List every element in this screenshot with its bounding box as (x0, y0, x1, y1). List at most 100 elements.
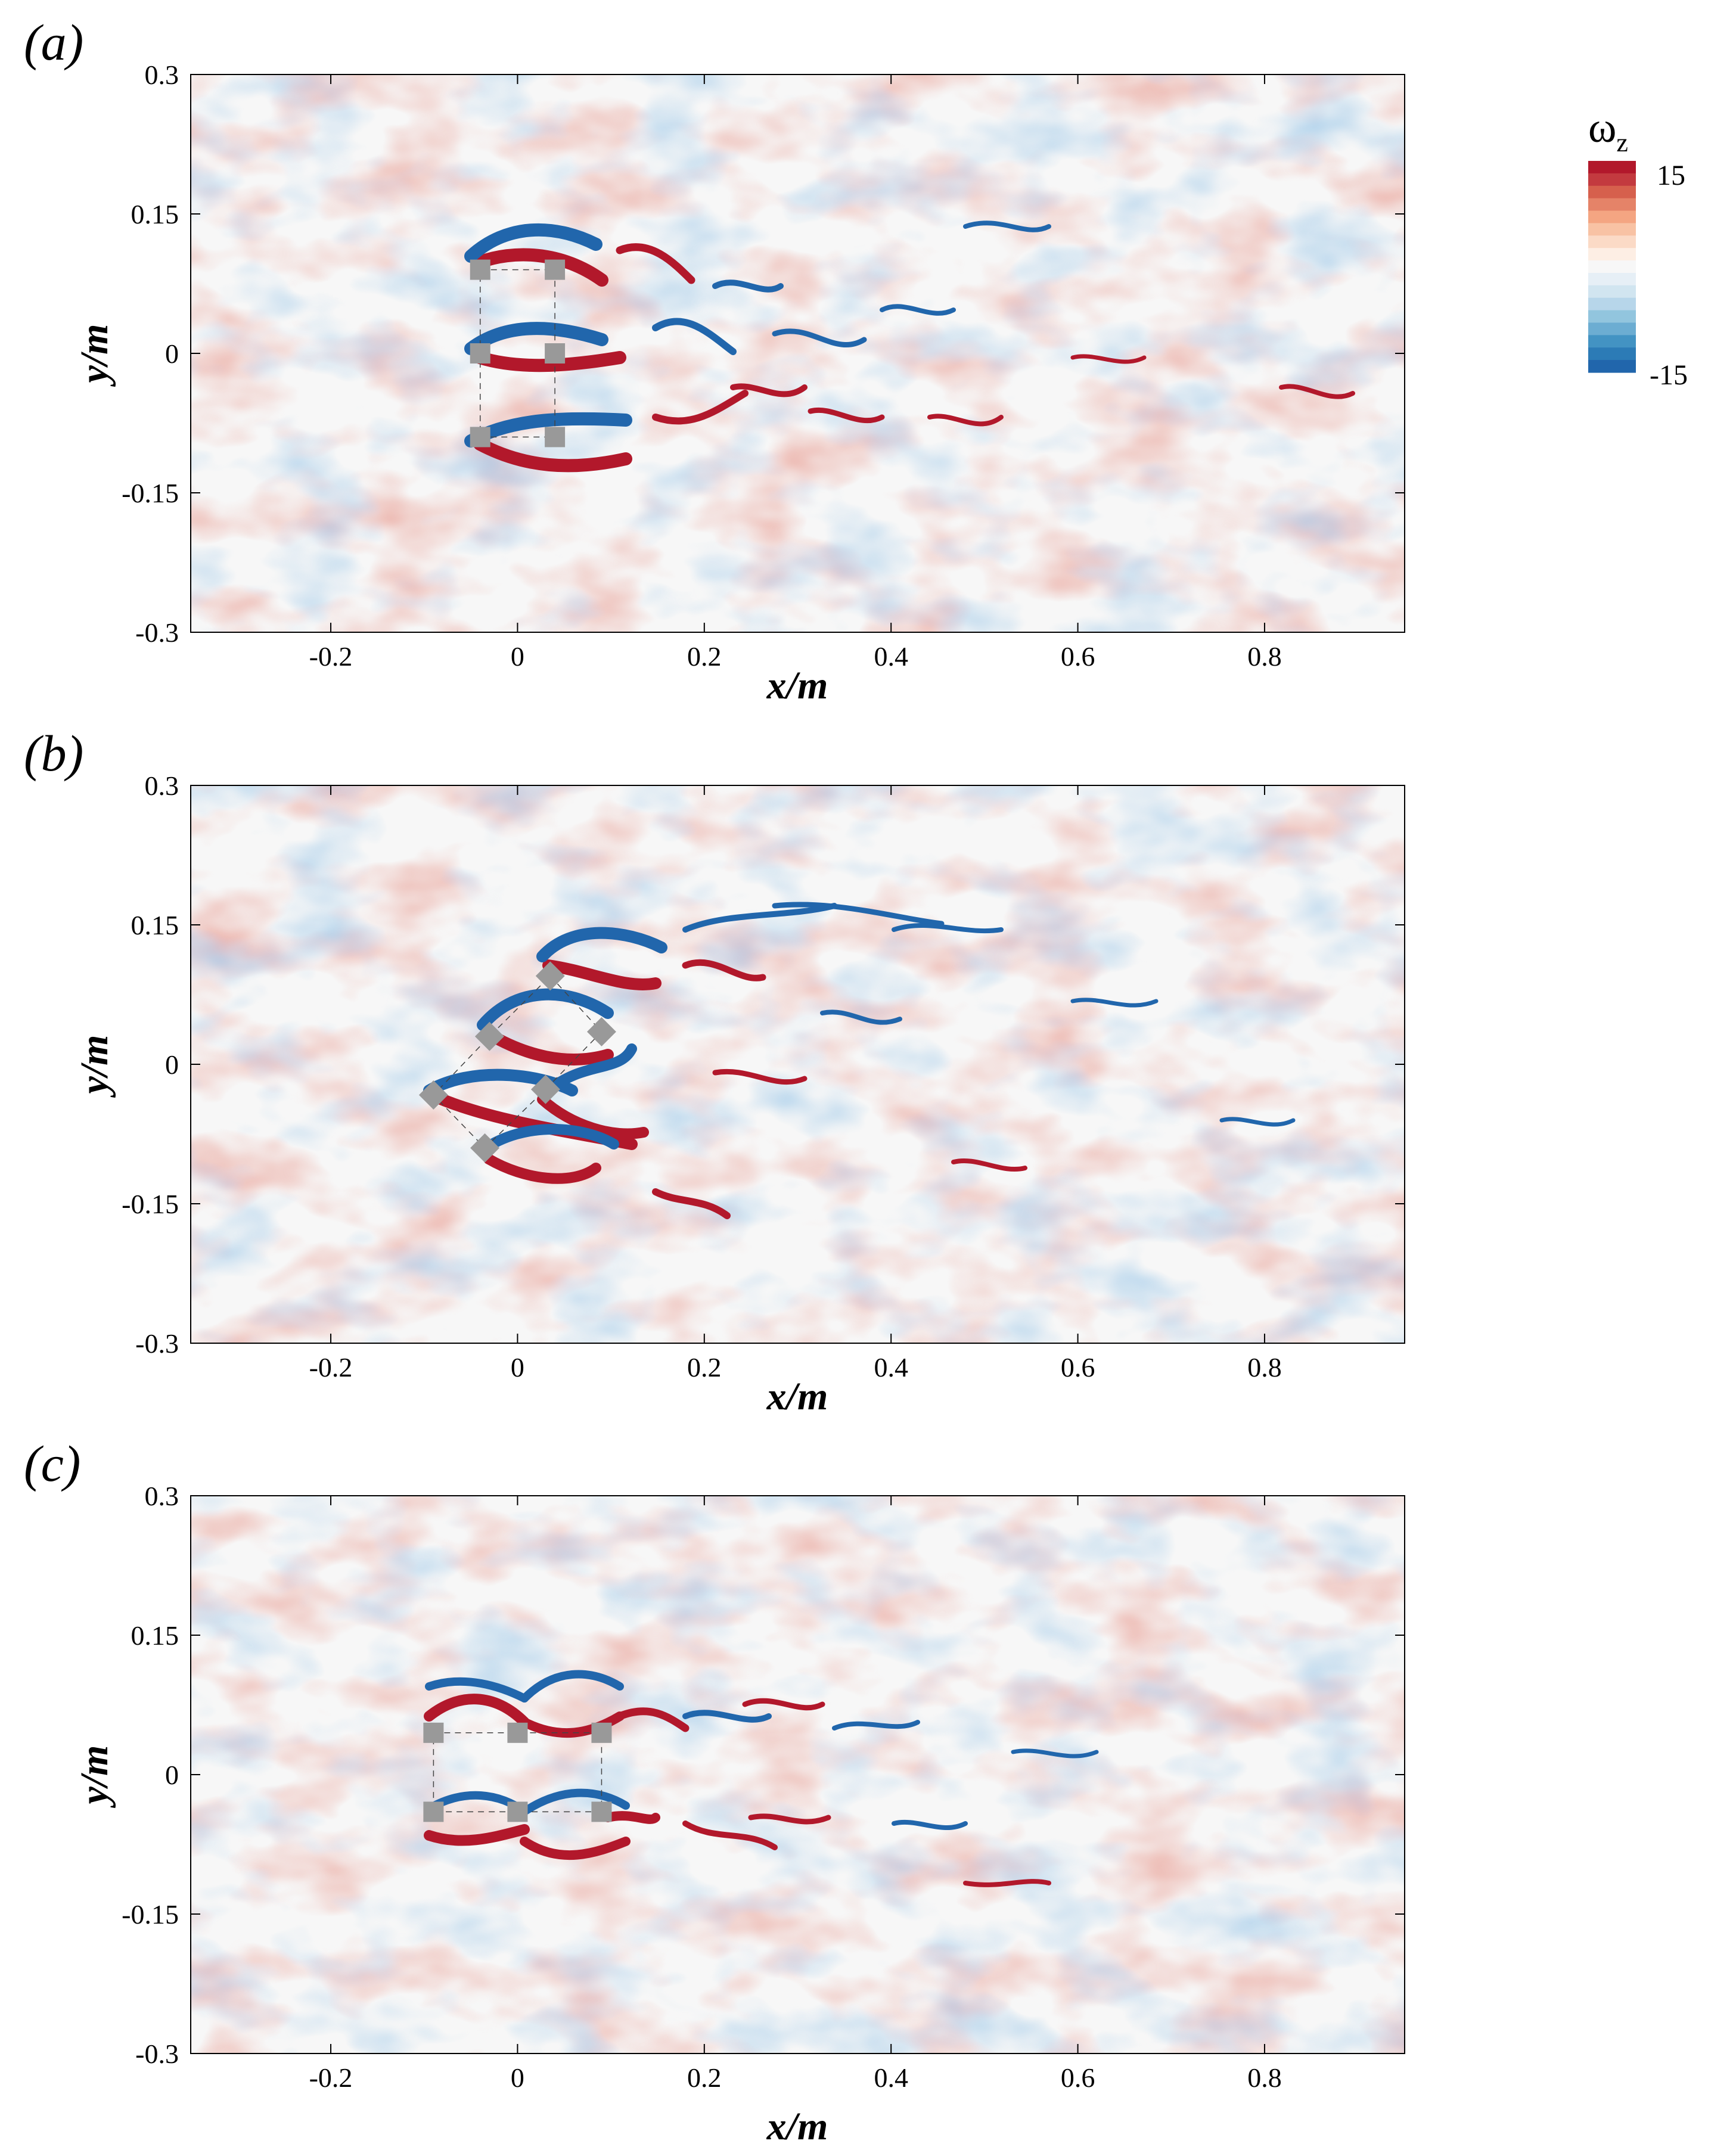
x-tick-label: 0.4 (874, 1352, 908, 1383)
panel-c-cylinders (423, 1722, 612, 1822)
colorbar-swatch (1588, 185, 1636, 199)
panel-b-cylinders (418, 961, 616, 1163)
colorbar-swatch (1588, 272, 1636, 286)
y-tick-label: 0.3 (145, 60, 179, 90)
x-tick-label: 0.2 (687, 641, 722, 672)
colorbar-swatch (1588, 335, 1636, 348)
cylinder (470, 343, 490, 364)
colorbar-swatch (1588, 198, 1636, 212)
panel-c-ylabel: y/m (73, 1745, 116, 1809)
y-tick-label: -0.3 (135, 617, 179, 648)
colorbar-swatch (1588, 210, 1636, 224)
colorbar-swatch (1588, 360, 1636, 373)
panel-a-ylabel: y/m (73, 324, 116, 387)
x-tick-label: -0.2 (309, 1352, 353, 1383)
panel-b-vorticity-field (191, 785, 1405, 1343)
panel-c-letter: (c) (24, 1435, 80, 1492)
x-tick-label: -0.2 (309, 641, 353, 672)
panel-c-xlabel: x/m (766, 2105, 828, 2148)
panel-b: (b) (24, 725, 1405, 1418)
x-tick-label: 0.2 (687, 2062, 722, 2093)
colorbar-swatch (1588, 310, 1636, 324)
colorbar-min-label: -15 (1650, 359, 1688, 391)
x-tick-label: 0.6 (1061, 2062, 1095, 2093)
cylinder (418, 1080, 448, 1110)
cylinder (591, 1722, 612, 1743)
panel-c-vorticity-field (191, 1496, 1405, 2054)
panel-b-letter: (b) (24, 725, 83, 782)
colorbar-swatch (1588, 235, 1636, 248)
panel-c: (c) (24, 1435, 1405, 2148)
x-tick-label: 0.2 (687, 1352, 722, 1383)
colorbar-swatch (1588, 223, 1636, 236)
x-tick-label: 0.6 (1061, 1352, 1095, 1383)
panel-a-axes: -0.2 0 0.2 0.4 0.6 0.8 0.3 0.15 0 -0.15 -0.3 (122, 60, 1405, 672)
cylinder (470, 259, 490, 280)
cylinder (507, 1801, 528, 1822)
x-tick-label: 0 (511, 2062, 524, 2093)
panel-b-xlabel: x/m (766, 1375, 828, 1418)
y-tick-label: -0.15 (122, 478, 179, 508)
x-tick-label: 0.8 (1247, 1352, 1282, 1383)
panel-b-wake-structures (423, 902, 1296, 1219)
panel-a-cylinders (470, 259, 566, 448)
y-tick-label: 0.15 (131, 199, 179, 229)
x-tick-label: 0.8 (1247, 2062, 1282, 2093)
y-tick-label: 0 (165, 1760, 179, 1790)
colorbar-swatch (1588, 322, 1636, 335)
colorbar-swatch (1588, 297, 1636, 311)
y-tick-label: -0.15 (122, 1189, 179, 1219)
y-tick-label: 0 (165, 1049, 179, 1080)
cylinder (474, 1021, 504, 1051)
y-tick-label: 0 (165, 338, 179, 369)
panel-a-plot-area: -0.2 0 0.2 0.4 0.6 0.8 0.3 0.15 0 -0.15 -0.3 (122, 60, 1405, 672)
panel-b-plot-area: -0.2 0 0.2 0.4 0.6 0.8 0.3 0.15 0 -0.15 -0.3 (122, 771, 1405, 1383)
x-tick-label: 0.8 (1247, 641, 1282, 672)
x-tick-label: 0 (511, 641, 524, 672)
cylinder (545, 343, 566, 364)
y-tick-label: -0.3 (135, 1328, 179, 1359)
x-tick-label: 0.6 (1061, 641, 1095, 672)
cylinder (545, 427, 566, 448)
cylinder (423, 1722, 444, 1743)
cylinder (545, 259, 566, 280)
panel-b-axes: -0.2 0 0.2 0.4 0.6 0.8 0.3 0.15 0 -0.15 -0.3 (122, 771, 1405, 1383)
panel-b-ylabel: y/m (73, 1035, 116, 1098)
y-tick-label: 0.3 (145, 771, 179, 801)
cylinder (507, 1722, 528, 1743)
cylinder (470, 1133, 500, 1163)
colorbar-swatch (1588, 161, 1636, 174)
colorbar-swatch (1588, 173, 1636, 187)
cylinder (535, 961, 565, 991)
cylinder (586, 1017, 616, 1046)
panel-a-xlabel: x/m (766, 664, 828, 707)
y-tick-label: 0.15 (131, 910, 179, 940)
cylinder (423, 1801, 444, 1822)
panel-a-letter: (a) (24, 14, 83, 71)
cylinder (470, 427, 490, 448)
y-tick-label: -0.15 (122, 1899, 179, 1930)
cylinder (591, 1801, 612, 1822)
x-tick-label: -0.2 (309, 2062, 353, 2093)
x-tick-label: 0.4 (874, 641, 908, 672)
x-tick-label: 0 (511, 1352, 524, 1383)
colorbar-max-label: 15 (1657, 160, 1685, 191)
cylinder (530, 1074, 560, 1104)
colorbar: ωz 15 -15 (1588, 104, 1688, 391)
y-tick-label: 0.15 (131, 1620, 179, 1651)
panel-a-vorticity-field (191, 74, 1405, 632)
y-tick-label: -0.3 (135, 2039, 179, 2069)
colorbar-swatch (1588, 347, 1636, 361)
panel-c-plot-area: -0.2 0 0.2 0.4 0.6 0.8 0.3 0.15 0 -0.15 -0.3 (122, 1481, 1405, 2093)
colorbar-swatch (1588, 260, 1636, 274)
colorbar-swatch (1588, 248, 1636, 261)
x-tick-label: 0.4 (874, 2062, 908, 2093)
panel-c-axes: -0.2 0 0.2 0.4 0.6 0.8 0.3 0.15 0 -0.15 -0.3 (122, 1481, 1405, 2093)
panel-a-wake-structures (464, 220, 1355, 473)
colorbar-scale (1588, 161, 1636, 373)
panel-a: (a) (24, 14, 1405, 707)
cylinder-array-outline (433, 1732, 603, 1813)
colorbar-title: ωz (1588, 104, 1628, 157)
y-tick-label: 0.3 (145, 1481, 179, 1511)
